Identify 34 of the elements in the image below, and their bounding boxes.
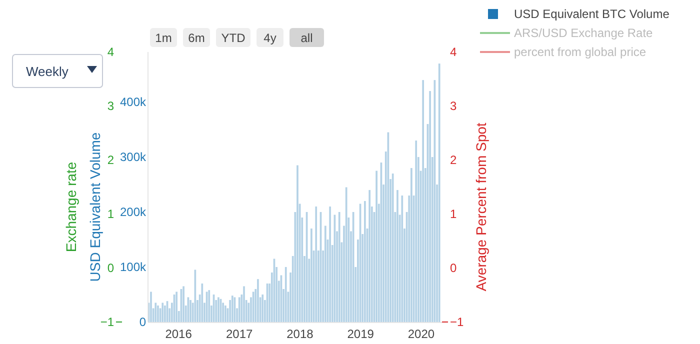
- y-tick-label: 100k: [120, 260, 147, 274]
- legend-label: percent from global price: [514, 45, 646, 59]
- x-tick-label: 2017: [226, 327, 254, 341]
- legend-label: ARS/USD Exchange Rate: [514, 26, 654, 40]
- range-button: YTD: [216, 28, 250, 47]
- y-tick-label: 0: [139, 315, 146, 329]
- range-button: 6m: [183, 28, 210, 47]
- range-button: all: [290, 28, 324, 47]
- range-button: 4y: [256, 28, 284, 47]
- legend-label: USD Equivalent BTC Volume: [514, 7, 670, 21]
- y3-tick-label: 3: [107, 99, 114, 113]
- y3-tick-label: 1: [107, 207, 114, 221]
- x-tick-label: 2019: [347, 327, 374, 341]
- range-button: 1m: [150, 28, 177, 47]
- y3-tick-label: 2: [107, 153, 114, 167]
- y-axis-title: USD Equivalent Volume: [87, 132, 103, 282]
- y-tick-label: 300k: [120, 150, 147, 164]
- y2-tick-label: 1: [450, 207, 457, 221]
- y2-tick-label: 0: [450, 261, 457, 275]
- y-tick-label: 200k: [120, 205, 147, 220]
- y3-axis-title: Exchange rate: [63, 162, 79, 252]
- y2-tick-label: 3: [450, 99, 457, 113]
- y2-tick-label: −1: [450, 315, 464, 329]
- y-tick-label: 400k: [120, 95, 147, 110]
- x-tick-label: 2018: [286, 327, 314, 341]
- y2-tick-label: 4: [450, 45, 457, 59]
- x-tick-label: 2016: [165, 327, 192, 341]
- y2-tick-label: 2: [450, 153, 457, 167]
- y3-tick-label: 0: [107, 261, 114, 275]
- y2-axis-title: Average Percent from Spot: [473, 122, 489, 292]
- dropdown: Weekly: [12, 54, 103, 88]
- y3-tick-label: 4: [107, 45, 114, 59]
- y3-tick-label: −1: [100, 315, 114, 329]
- x-tick-label: 2020: [408, 327, 435, 341]
